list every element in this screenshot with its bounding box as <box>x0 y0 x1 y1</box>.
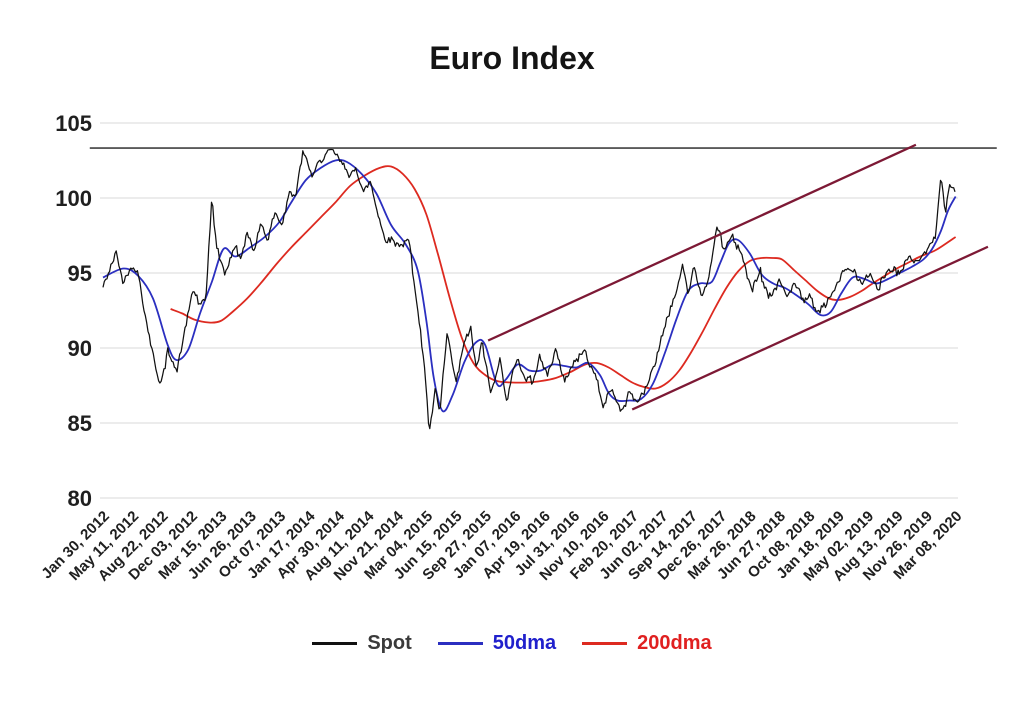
legend-label-spot: Spot <box>367 632 412 654</box>
legend-label-200dma: 200dma <box>637 632 712 654</box>
spot-line-swatch <box>312 642 358 645</box>
legend-item-200dma: 200dma <box>582 632 712 655</box>
y-tick-label: 85 <box>68 411 92 436</box>
50dma-line-swatch <box>437 642 483 645</box>
legend: Spot 50dma 200dma <box>0 632 1024 655</box>
legend-label-50dma: 50dma <box>492 632 557 654</box>
series-200dma <box>170 165 957 390</box>
y-tick-label: 95 <box>68 261 92 286</box>
series-spot <box>102 148 956 430</box>
chart-title: Euro Index <box>429 40 595 76</box>
y-tick-label: 80 <box>68 486 92 511</box>
legend-item-spot: Spot <box>312 632 412 655</box>
y-tick-label: 100 <box>55 186 92 211</box>
channel-upper-trendline <box>487 143 917 342</box>
legend-item-50dma: 50dma <box>437 632 557 655</box>
channel-lower-trendline <box>631 245 989 411</box>
y-tick-label: 105 <box>55 111 92 136</box>
y-tick-label: 90 <box>68 336 92 361</box>
200dma-line-swatch <box>582 642 628 645</box>
